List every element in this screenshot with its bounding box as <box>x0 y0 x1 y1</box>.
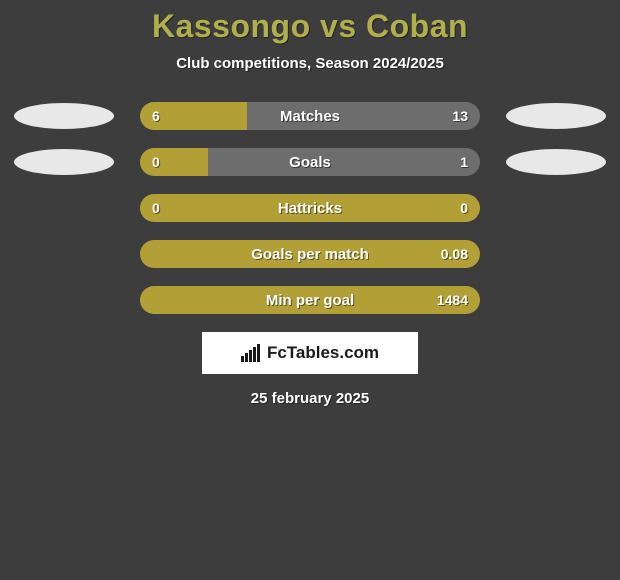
stat-row: Hattricks0 0 <box>0 194 620 222</box>
stat-bar: Goals per match0.08 <box>140 240 480 268</box>
team-badge-right <box>506 149 606 175</box>
stat-label: Min per goal <box>140 286 480 314</box>
bars-area: Matches613Goals01Hattricks00Goals per ma… <box>0 102 620 314</box>
stat-value-right: 0.08 <box>441 240 468 268</box>
team-badge-left <box>14 149 114 175</box>
stat-value-left: 6 <box>152 102 160 130</box>
stat-row: Goals0 1 <box>0 148 620 176</box>
stat-row: Min per goal1484 <box>0 286 620 314</box>
logo-text: FcTables.com <box>267 343 379 363</box>
team-badge-right <box>506 103 606 129</box>
stat-label: Hattricks <box>140 194 480 222</box>
bar-chart-icon <box>241 344 263 362</box>
stat-label: Goals per match <box>140 240 480 268</box>
stat-row: Goals per match0.08 <box>0 240 620 268</box>
stat-value-left: 0 <box>152 148 160 176</box>
stat-bar: Min per goal1484 <box>140 286 480 314</box>
stat-value-left: 0 <box>152 194 160 222</box>
page-subtitle: Club competitions, Season 2024/2025 <box>0 55 620 72</box>
stat-value-right: 1484 <box>437 286 468 314</box>
logo-box[interactable]: FcTables.com <box>202 332 418 374</box>
comparison-widget: Kassongo vs Coban Club competitions, Sea… <box>0 0 620 407</box>
stat-label: Goals <box>140 148 480 176</box>
page-title: Kassongo vs Coban <box>0 8 620 45</box>
stat-bar: Matches6 13 <box>140 102 480 130</box>
stat-bar: Goals0 1 <box>140 148 480 176</box>
stat-bar: Hattricks0 0 <box>140 194 480 222</box>
stat-value-right: 13 <box>452 102 468 130</box>
team-badge-left <box>14 103 114 129</box>
stat-value-right: 1 <box>460 148 468 176</box>
stat-label: Matches <box>140 102 480 130</box>
date-text: 25 february 2025 <box>0 390 620 407</box>
stat-value-right: 0 <box>460 194 468 222</box>
stat-row: Matches6 13 <box>0 102 620 130</box>
